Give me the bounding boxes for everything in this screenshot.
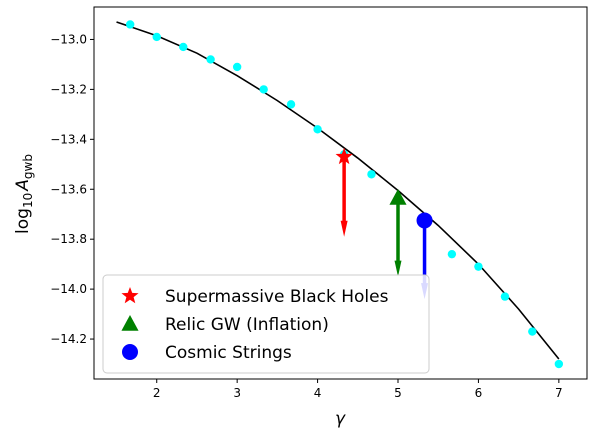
- x-tick-label: 3: [233, 386, 241, 400]
- x-tick-label: 2: [153, 386, 161, 400]
- upper-limit-arrow-head: [394, 260, 402, 277]
- scatter-point: [500, 292, 510, 301]
- y-tick-label: −14.0: [50, 282, 87, 296]
- legend-items: Supermassive Black Holes Relic GW (Inflat…: [121, 287, 389, 363]
- y-axis-title-var: A: [13, 179, 33, 192]
- fit-curve-line: [116, 21, 560, 360]
- scatter-point: [313, 125, 322, 134]
- x-axis: 2 3 4 5 6 7: [153, 379, 563, 400]
- legend-entry-label: Supermassive Black Holes: [165, 287, 389, 307]
- scatter-point: [152, 32, 161, 42]
- y-tick-label: −13.2: [50, 82, 87, 96]
- scatter-point: [447, 249, 457, 259]
- circle-marker-legend-swatch: [122, 344, 138, 360]
- scatter-point: [528, 327, 537, 336]
- y-tick-label: −13.4: [50, 132, 87, 146]
- scatter-point: [179, 42, 188, 52]
- scatter-point: [286, 100, 296, 109]
- plot-frame: [93, 6, 588, 380]
- triangle-marker: [389, 188, 407, 205]
- scatter-point: [232, 62, 242, 72]
- triangle-marker-legend-swatch: [121, 315, 139, 331]
- scatter-point: [474, 262, 483, 271]
- y-axis-title-var-sub: gwb: [21, 154, 35, 179]
- y-tick-label: −14.2: [50, 332, 87, 346]
- star-marker: [335, 147, 353, 165]
- star-marker-legend-swatch: [121, 287, 139, 304]
- x-tick-label: 4: [314, 386, 322, 400]
- legend-entry-label: Relic GW (Inflation): [165, 315, 329, 335]
- y-axis-title-base: log: [13, 208, 33, 234]
- scatter-point: [367, 170, 376, 179]
- x-tick-label: 6: [475, 386, 483, 400]
- y-tick-label: −13.0: [50, 32, 87, 46]
- x-axis-title: γ: [335, 409, 346, 429]
- scatter-point: [259, 85, 268, 94]
- x-tick-label: 7: [555, 386, 563, 400]
- scatter-point: [206, 55, 215, 64]
- y-axis-title: log10Agwb: [13, 154, 35, 234]
- x-tick-label: 5: [394, 386, 402, 400]
- y-tick-label: −13.6: [50, 182, 87, 196]
- fit-layer: [116, 21, 560, 360]
- legend-entry-label: Cosmic Strings: [165, 343, 292, 363]
- legend-frame: [102, 274, 430, 374]
- circle-marker: [416, 212, 433, 229]
- scatter-point: [554, 359, 564, 369]
- scatter-point: [125, 20, 135, 29]
- y-tick-label: −13.8: [50, 232, 87, 246]
- legend: Supermassive Black Holes Relic GW (Inflat…: [102, 274, 430, 374]
- y-axis-title-base-sub: 10: [21, 193, 35, 208]
- upper-limit-arrow-head: [340, 220, 348, 237]
- y-axis: −13.0 −13.2 −13.4 −13.6 −13.8 −14.0 −14.2: [50, 32, 94, 346]
